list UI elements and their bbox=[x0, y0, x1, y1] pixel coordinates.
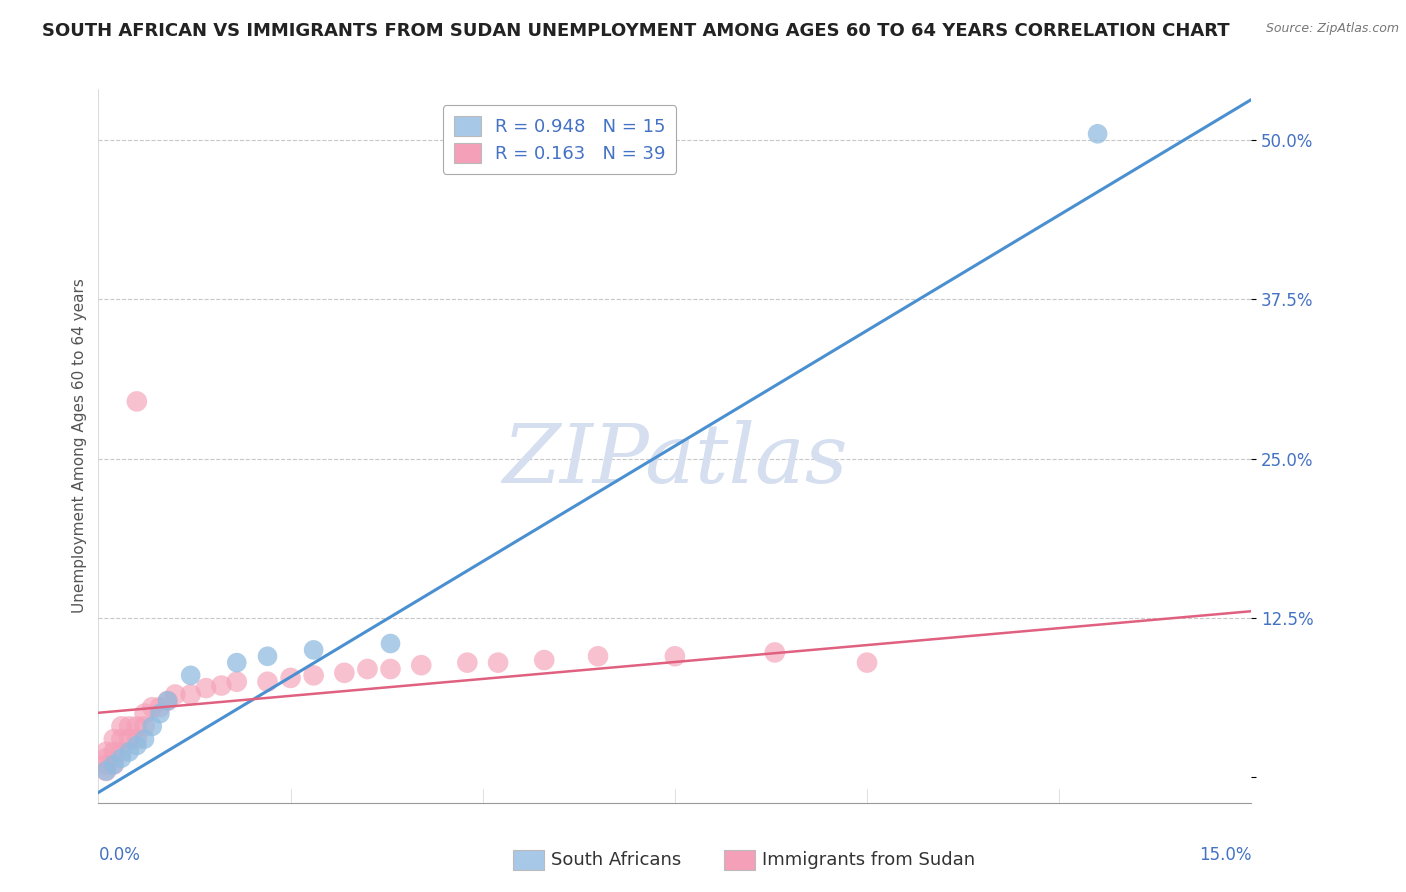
Point bbox=[141, 700, 163, 714]
Text: Source: ZipAtlas.com: Source: ZipAtlas.com bbox=[1265, 22, 1399, 36]
Point bbox=[149, 700, 172, 714]
Point bbox=[94, 751, 117, 765]
Text: Immigrants from Sudan: Immigrants from Sudan bbox=[762, 851, 976, 869]
Point bbox=[256, 649, 278, 664]
Point bbox=[533, 653, 555, 667]
Point bbox=[103, 732, 125, 747]
Point bbox=[280, 671, 302, 685]
Point bbox=[110, 745, 132, 759]
Point bbox=[141, 719, 163, 733]
Point bbox=[125, 732, 148, 747]
Point bbox=[380, 636, 402, 650]
Point bbox=[125, 719, 148, 733]
Point bbox=[380, 662, 402, 676]
Point bbox=[149, 706, 172, 721]
Point bbox=[180, 688, 202, 702]
Point bbox=[586, 649, 609, 664]
Point bbox=[94, 745, 117, 759]
Point bbox=[302, 643, 325, 657]
Text: 15.0%: 15.0% bbox=[1199, 846, 1251, 863]
Text: 0.0%: 0.0% bbox=[98, 846, 141, 863]
Point bbox=[856, 656, 879, 670]
Point bbox=[110, 719, 132, 733]
Point bbox=[94, 757, 117, 772]
Point bbox=[1087, 127, 1109, 141]
Point bbox=[664, 649, 686, 664]
Point bbox=[456, 656, 478, 670]
Point bbox=[134, 719, 156, 733]
Point bbox=[225, 656, 247, 670]
Point bbox=[94, 764, 117, 778]
Point bbox=[94, 764, 117, 778]
Point bbox=[763, 645, 786, 659]
Point bbox=[411, 658, 433, 673]
Point bbox=[180, 668, 202, 682]
Point bbox=[118, 732, 141, 747]
Point bbox=[103, 757, 125, 772]
Point bbox=[110, 751, 132, 765]
Point bbox=[225, 674, 247, 689]
Point bbox=[256, 674, 278, 689]
Point bbox=[118, 745, 141, 759]
Point bbox=[125, 739, 148, 753]
Point bbox=[209, 679, 232, 693]
Text: South Africans: South Africans bbox=[551, 851, 682, 869]
Point bbox=[486, 656, 509, 670]
Point bbox=[356, 662, 378, 676]
Point bbox=[302, 668, 325, 682]
Point bbox=[134, 706, 156, 721]
Point bbox=[333, 665, 356, 680]
Point bbox=[110, 732, 132, 747]
Legend: R = 0.948   N = 15, R = 0.163   N = 39: R = 0.948 N = 15, R = 0.163 N = 39 bbox=[443, 105, 676, 174]
Point bbox=[118, 719, 141, 733]
Point bbox=[134, 732, 156, 747]
Point bbox=[103, 757, 125, 772]
Y-axis label: Unemployment Among Ages 60 to 64 years: Unemployment Among Ages 60 to 64 years bbox=[72, 278, 87, 614]
Point bbox=[103, 745, 125, 759]
Point bbox=[156, 694, 179, 708]
Text: ZIPatlas: ZIPatlas bbox=[502, 420, 848, 500]
Point bbox=[195, 681, 218, 695]
Point bbox=[165, 688, 187, 702]
Text: SOUTH AFRICAN VS IMMIGRANTS FROM SUDAN UNEMPLOYMENT AMONG AGES 60 TO 64 YEARS CO: SOUTH AFRICAN VS IMMIGRANTS FROM SUDAN U… bbox=[42, 22, 1230, 40]
Point bbox=[156, 694, 179, 708]
Point bbox=[125, 394, 148, 409]
